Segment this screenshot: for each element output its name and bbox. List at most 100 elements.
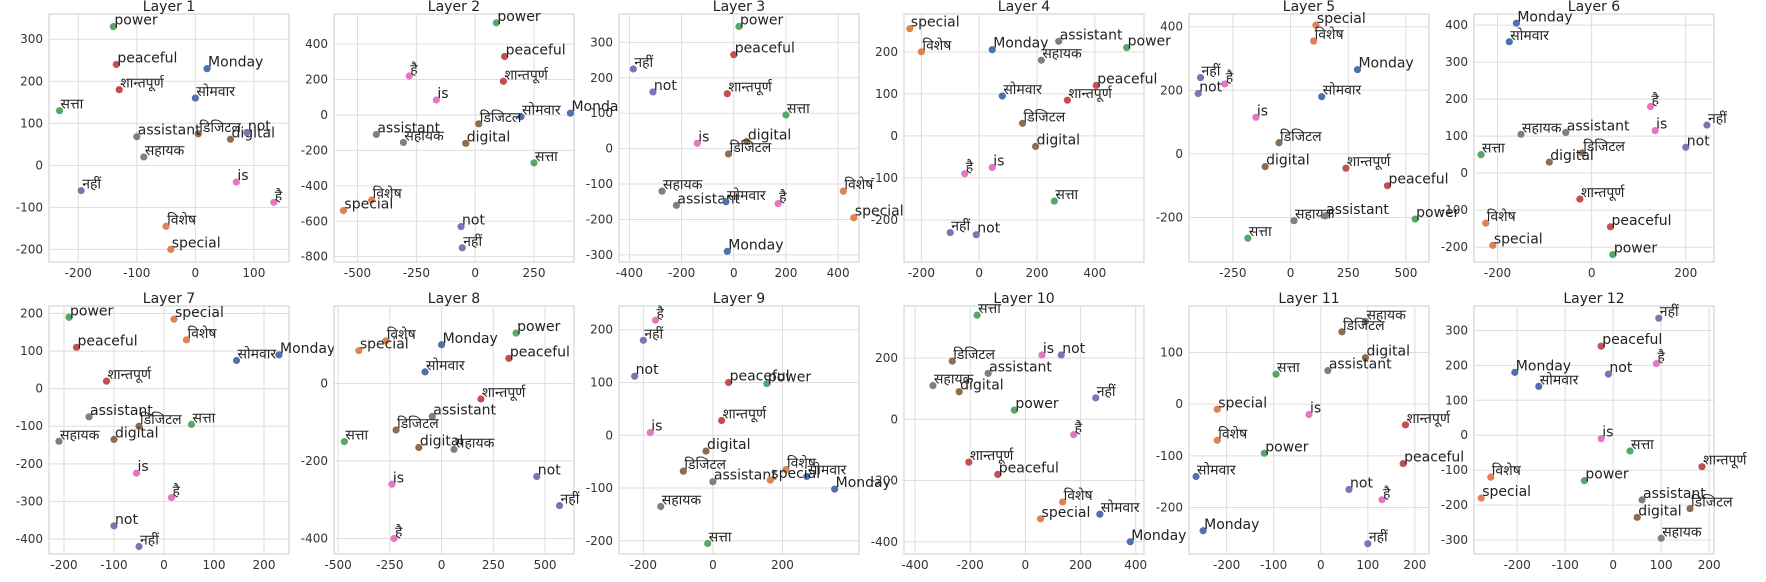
data-point	[1378, 496, 1386, 504]
point-label: विशेष	[188, 325, 218, 342]
point-label: is	[698, 129, 709, 145]
data-point	[1511, 368, 1519, 376]
point-label: special	[175, 305, 224, 321]
data-point	[1221, 80, 1229, 88]
y-tick-label: -200	[1156, 501, 1183, 515]
point-label: नहीं	[644, 325, 663, 342]
y-tick-label: 200	[875, 351, 898, 365]
data-point	[831, 485, 839, 493]
y-tick-label: -100	[1156, 449, 1183, 463]
panel-layer-4: -200 0 200 400 -200 -100 0 100 200 Layer 4 special…	[871, 0, 1171, 280]
data-point	[499, 77, 508, 85]
x-tick-label: -200	[908, 266, 935, 280]
panel-layer-6: -200 0 200 -200 -100 0 100 200 300 400 Layer 6Mond…	[1441, 0, 1727, 280]
x-tick-label: 500	[534, 558, 557, 572]
point-label: power	[1416, 205, 1460, 221]
point-label: not	[1350, 475, 1373, 491]
point-label: सहायक	[60, 427, 100, 443]
data-point	[984, 369, 992, 377]
data-point	[450, 445, 458, 453]
point-label: डिजिटल	[730, 139, 772, 156]
point-label: है	[1657, 349, 1665, 366]
y-tick-label: -100	[871, 171, 898, 185]
point-label: peaceful	[999, 460, 1059, 476]
point-label: है	[1226, 69, 1234, 86]
point-label: is	[1257, 103, 1268, 119]
data-point	[1606, 223, 1615, 231]
x-tick-label: -200	[1504, 558, 1531, 572]
data-point	[355, 346, 363, 355]
data-point	[1399, 459, 1407, 468]
panel-layer-10: -400 -200 0 200 400 -400 -200 0 200 Layer 10सत्ता…	[871, 291, 1187, 572]
y-tick-label: -400	[871, 535, 898, 549]
x-tick-label: 0	[975, 266, 983, 280]
data-point	[658, 187, 666, 195]
data-point	[1312, 21, 1320, 29]
y-tick-label: -200	[16, 242, 43, 256]
point-label: सत्ता	[345, 428, 368, 444]
data-point	[1487, 473, 1495, 481]
x-tick-label: 0	[709, 558, 717, 572]
point-label: नहीं	[82, 176, 101, 193]
panel-layer-1: -200 -100 0 100 -200 -100 0 100 200 300 Layer 1pow…	[16, 0, 290, 280]
data-point	[965, 458, 973, 466]
point-label: नहीं	[634, 54, 653, 71]
data-point	[1597, 435, 1605, 443]
data-point	[766, 476, 774, 484]
plot-area	[903, 13, 1145, 263]
x-tick-label: -400	[901, 558, 928, 572]
data-point	[140, 153, 148, 161]
point-label: special	[771, 466, 820, 482]
point-label: Monday	[280, 341, 335, 357]
data-point	[839, 187, 847, 195]
data-point	[1609, 250, 1617, 259]
point-label: शान्तपूर्ण	[1347, 153, 1392, 170]
x-tick-label: 200	[1403, 558, 1426, 572]
point-label: is	[237, 168, 248, 184]
data-point	[679, 467, 687, 475]
point-label: सोमवार	[1510, 27, 1549, 44]
point-label: है	[395, 524, 403, 541]
point-label: special	[911, 15, 960, 31]
data-point	[421, 368, 429, 376]
point-label: शान्तपूर्ण	[504, 66, 549, 83]
data-point	[639, 336, 647, 344]
x-tick-label: 0	[471, 266, 479, 280]
data-point	[55, 437, 63, 445]
point-label: सत्ता	[1277, 360, 1300, 376]
point-label: सहायक	[145, 143, 185, 159]
x-tick-label: -200	[1213, 558, 1240, 572]
point-label: डिजिटल	[397, 415, 439, 432]
point-label: power	[768, 370, 812, 386]
data-point	[724, 378, 733, 387]
panel-title: Layer 1	[143, 0, 195, 15]
point-label: assistant	[989, 359, 1052, 375]
data-point	[135, 422, 143, 430]
y-tick-label: 0	[1460, 166, 1468, 180]
point-label: सोमवार	[1197, 462, 1236, 479]
x-tick-label: 200	[1069, 558, 1092, 572]
y-tick-label: 100	[590, 106, 613, 120]
point-label: not	[1199, 79, 1222, 95]
point-label: सहायक	[663, 177, 703, 193]
data-point	[1310, 37, 1318, 45]
data-point	[657, 502, 665, 511]
point-label: है	[966, 159, 974, 176]
point-label: Monday	[836, 475, 891, 491]
x-tick-label: 200	[253, 558, 276, 572]
y-tick-label: -100	[586, 481, 613, 495]
point-label: assistant	[1326, 202, 1389, 218]
data-point	[1261, 163, 1269, 171]
y-tick-label: -600	[301, 214, 328, 228]
y-tick-label: 0	[1175, 397, 1183, 411]
point-label: is	[1310, 401, 1321, 417]
y-tick-label: 200	[1445, 358, 1468, 372]
point-label: peaceful	[510, 344, 570, 360]
point-label: नहीं	[140, 531, 159, 548]
point-label: special	[1482, 484, 1531, 500]
y-tick-label: -200	[1441, 240, 1468, 254]
data-point	[372, 130, 380, 139]
data-point	[110, 435, 118, 443]
point-label: power	[70, 303, 114, 319]
point-label: digital	[1037, 132, 1081, 148]
